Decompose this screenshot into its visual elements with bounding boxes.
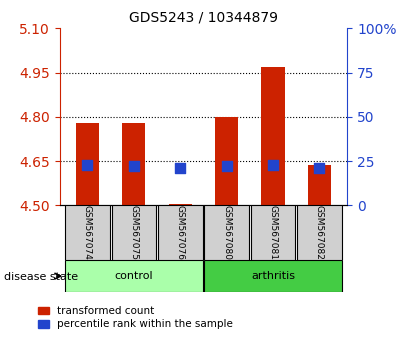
Text: GSM567075: GSM567075 (129, 205, 139, 260)
Bar (169, 204, 192, 205)
Bar (158, 205, 203, 260)
Text: control: control (115, 271, 153, 281)
Point (177, 166, 184, 171)
Point (223, 163, 230, 169)
Text: GSM567082: GSM567082 (315, 205, 324, 260)
Bar (261, 67, 285, 205)
Bar (204, 260, 342, 292)
Bar (65, 260, 203, 292)
Bar (251, 205, 296, 260)
Bar (204, 205, 249, 260)
Bar (297, 205, 342, 260)
Bar (122, 123, 145, 205)
Point (131, 163, 137, 169)
Bar (308, 166, 331, 205)
Point (270, 162, 276, 167)
Title: GDS5243 / 10344879: GDS5243 / 10344879 (129, 10, 278, 24)
Text: GSM567076: GSM567076 (176, 205, 185, 260)
Text: GSM567080: GSM567080 (222, 205, 231, 260)
Point (316, 165, 323, 170)
Text: GSM567081: GSM567081 (268, 205, 277, 260)
Text: GSM567074: GSM567074 (83, 205, 92, 260)
Bar (76, 123, 99, 205)
Bar (65, 205, 110, 260)
Bar (215, 117, 238, 205)
Point (84, 162, 91, 168)
Bar (111, 205, 156, 260)
Text: arthritis: arthritis (251, 271, 295, 281)
Legend: transformed count, percentile rank within the sample: transformed count, percentile rank withi… (38, 306, 233, 329)
Text: disease state: disease state (4, 272, 78, 282)
